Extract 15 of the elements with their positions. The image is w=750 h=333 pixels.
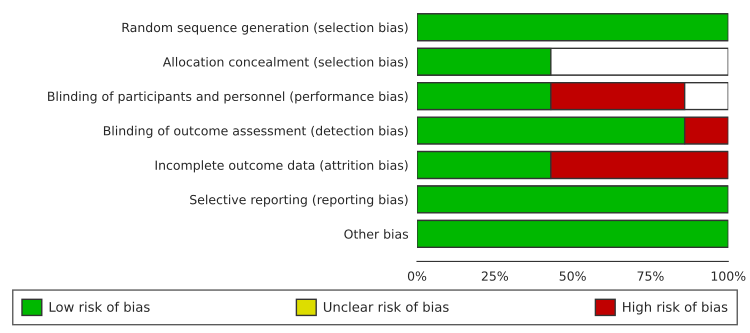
- y-tick-label: Random sequence generation (selection bias): [122, 22, 408, 35]
- x-tick-label: 100%: [712, 271, 746, 281]
- legend-label: High risk of bias: [623, 302, 728, 314]
- x-tick-label: 25%: [482, 271, 508, 281]
- x-tick-label: 0%: [408, 271, 426, 281]
- legend-label: Unclear risk of bias: [324, 302, 449, 312]
- y-tick-label: Selective reporting (reporting bias): [190, 194, 408, 207]
- legend-label: Low risk of bias: [50, 302, 150, 312]
- y-tick-label: Other bias: [344, 229, 408, 239]
- y-tick-label: Incomplete outcome data (attrition bias): [156, 160, 408, 172]
- x-tick-label: 50%: [560, 271, 586, 281]
- y-tick-label: Allocation concealment (selection bias): [162, 56, 408, 68]
- y-tick-label: Blinding of participants and personnel (performance bias): [48, 91, 408, 104]
- x-tick-label: 75%: [638, 271, 664, 281]
- y-tick-label: Blinding of outcome assessment (detection bias): [104, 126, 408, 138]
